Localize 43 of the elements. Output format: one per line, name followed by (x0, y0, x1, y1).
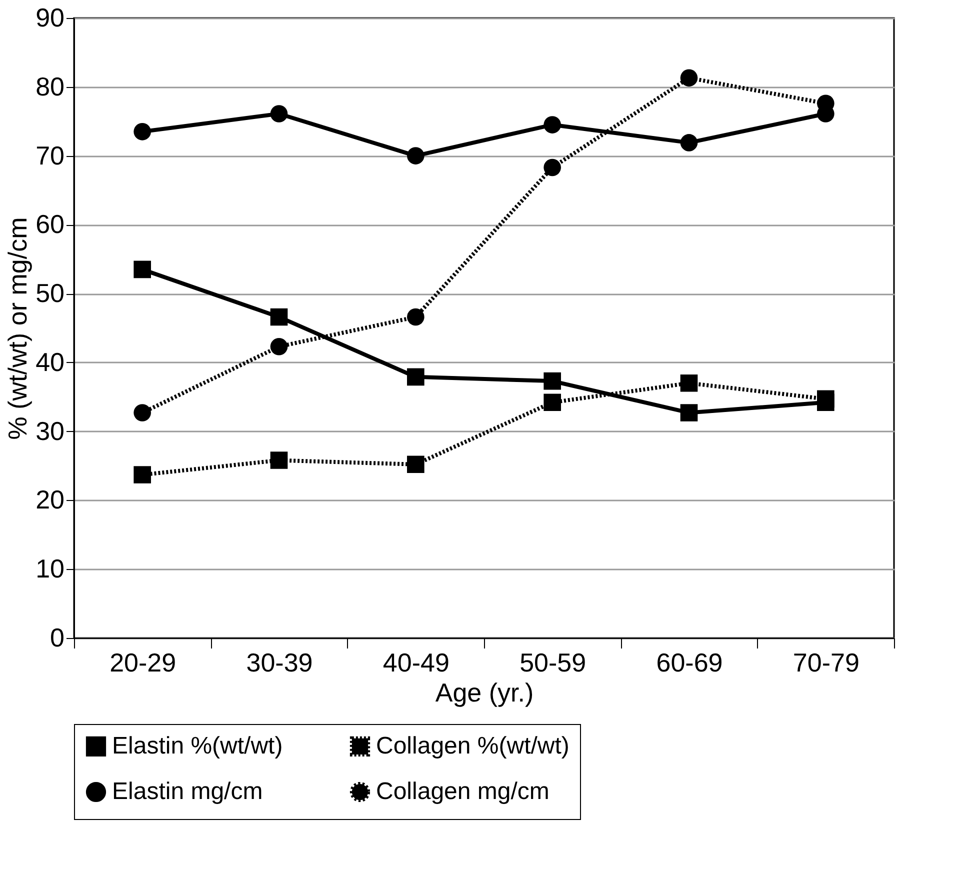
x-tick-label: 30-39 (246, 648, 313, 678)
x-axis-title: Age (yr.) (435, 678, 534, 708)
x-tick-label: 40-49 (382, 648, 450, 678)
point (134, 123, 151, 140)
y-tick-label: 50 (36, 278, 64, 308)
point (134, 404, 151, 422)
point (544, 116, 561, 134)
point (407, 308, 424, 326)
point (544, 394, 561, 412)
y-tick-label: 20 (36, 484, 64, 515)
point (680, 374, 698, 392)
point (817, 390, 834, 408)
point (680, 134, 698, 152)
point (134, 466, 151, 484)
y-tick-label: 10 (36, 554, 64, 584)
point (407, 456, 424, 474)
legend-label: Elastin %(wt/wt) (112, 732, 283, 760)
legend-label: Collagen mg/cm (376, 778, 550, 805)
y-axis-title: % (wt/wt) or mg/cm (2, 217, 33, 440)
x-tick-label: 50-59 (520, 648, 586, 678)
legend-label: Collagen %(wt/wt) (376, 732, 570, 760)
point (270, 338, 288, 356)
legend-label: Elastin mg/cm (112, 778, 263, 805)
point (407, 368, 424, 386)
point (134, 260, 151, 278)
y-tick-label: 30 (36, 416, 64, 446)
y-tick-label: 70 (36, 140, 64, 170)
point (544, 372, 561, 390)
point (544, 158, 561, 176)
point (270, 105, 288, 122)
point (680, 404, 698, 422)
point (270, 308, 288, 326)
y-tick-label: 60 (36, 209, 64, 240)
point (680, 69, 698, 87)
y-tick-label: 90 (36, 2, 64, 32)
y-tick-label: 80 (36, 71, 64, 102)
x-tick-label: 70-79 (792, 648, 860, 678)
x-tick-label: 20-29 (110, 648, 176, 678)
point (407, 147, 424, 164)
y-tick-label: 40 (36, 346, 64, 377)
x-tick-label: 60-69 (656, 648, 723, 678)
point (270, 452, 288, 469)
y-tick-label: 0 (50, 622, 64, 652)
